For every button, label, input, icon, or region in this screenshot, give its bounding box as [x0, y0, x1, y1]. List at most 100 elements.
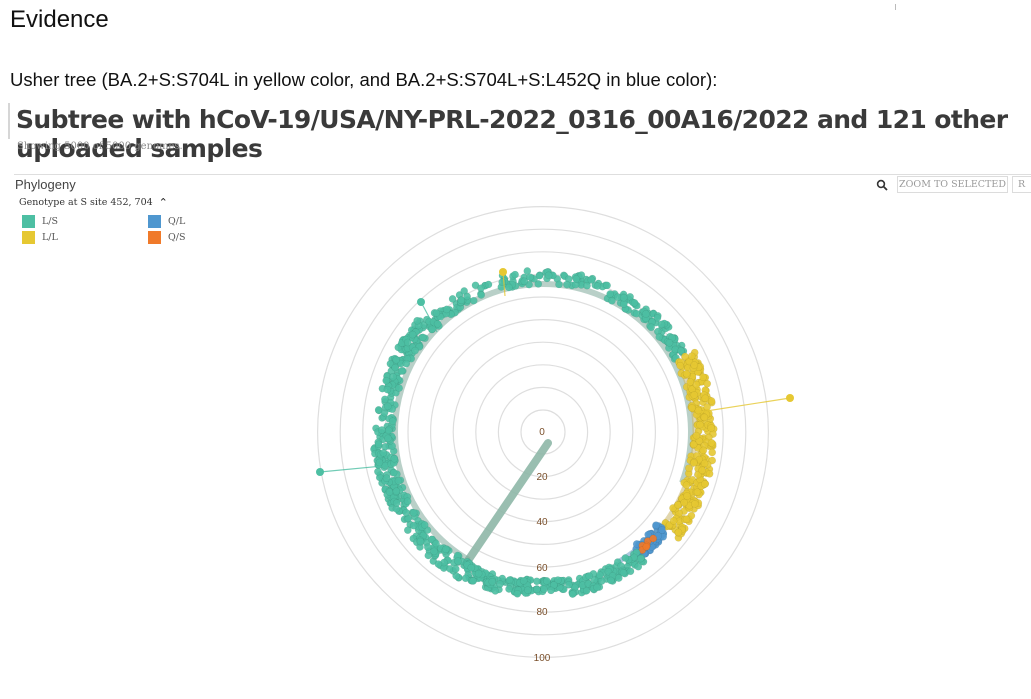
tip-node — [674, 528, 683, 537]
tip-node — [655, 333, 664, 341]
tip-node — [496, 580, 504, 588]
tip-node — [474, 569, 483, 578]
tip-node — [403, 497, 412, 506]
tip-node — [395, 384, 403, 392]
tip-node — [384, 426, 393, 435]
outlier-branch — [699, 397, 791, 413]
legend-item-q-l[interactable]: Q/L — [148, 215, 185, 228]
tip-node — [379, 449, 388, 457]
outlier-tip — [316, 468, 324, 476]
tip-node — [432, 539, 440, 548]
legend-item-l-l[interactable]: L/L — [22, 231, 58, 244]
tip-node — [595, 571, 604, 579]
tip-node — [389, 372, 397, 381]
tip-node — [682, 515, 691, 524]
tip-node — [408, 330, 417, 339]
tip-node — [467, 563, 476, 572]
zoom-to-selected-button[interactable]: ZOOM TO SELECTED — [897, 176, 1008, 193]
tip-node — [391, 363, 400, 372]
tip-node — [690, 500, 699, 508]
legend-swatch — [148, 215, 161, 228]
tip-node — [535, 271, 544, 280]
tip-node — [614, 574, 623, 582]
inner-arc-yellow — [648, 354, 698, 542]
tip-node — [381, 395, 389, 404]
search-button[interactable] — [871, 176, 893, 193]
tip-node — [647, 323, 656, 332]
outlier-branch — [420, 301, 438, 333]
tip-node — [433, 319, 442, 328]
phylogeny-title: Phylogeny — [15, 177, 76, 192]
color-by-selector[interactable]: Genotype at S site 452, 704 ⌃ — [19, 197, 168, 208]
tip-node — [634, 562, 643, 571]
tip-node — [505, 283, 513, 292]
tip-node — [420, 521, 429, 529]
tip-node — [642, 310, 650, 318]
tip-node — [603, 281, 611, 290]
tip-node — [526, 273, 534, 282]
tip-node — [532, 585, 541, 594]
tip-node — [385, 488, 394, 496]
axis-tick-label: 0 — [539, 427, 545, 438]
tip-node — [692, 431, 701, 440]
legend-item-l-s[interactable]: L/S — [22, 215, 58, 228]
tip-node — [463, 292, 471, 301]
tip-node — [383, 385, 392, 394]
color-by-label: Genotype at S site 452, 704 — [19, 197, 153, 208]
tip-node — [520, 277, 529, 286]
tip-node — [505, 576, 514, 584]
legend-item-q-s[interactable]: Q/S — [148, 231, 186, 244]
tip-node — [424, 551, 433, 560]
axis-tick-label: 100 — [534, 653, 551, 664]
tip-node — [619, 568, 628, 577]
tip-node — [696, 420, 704, 429]
tip-node — [374, 467, 382, 476]
outlier-tip — [786, 394, 794, 402]
tip-node — [411, 346, 419, 355]
tip-node — [583, 281, 591, 290]
tip-node — [577, 271, 586, 279]
tip-node — [416, 537, 425, 546]
tip-node — [555, 280, 563, 289]
tip-node — [505, 585, 513, 593]
chevron-up-icon[interactable]: ⌃ — [158, 196, 168, 209]
tip-node — [534, 280, 543, 288]
grid-circle — [317, 206, 769, 658]
legend-swatch — [22, 231, 35, 244]
tip-node — [606, 576, 615, 585]
tip-node — [390, 454, 399, 463]
tip-node — [389, 468, 398, 477]
grid-circle — [475, 364, 611, 500]
tip-node — [382, 474, 391, 483]
tip-node — [700, 413, 709, 422]
tip-node — [409, 521, 418, 530]
tip-node — [403, 338, 412, 347]
tip-node — [484, 280, 493, 289]
tip-node — [392, 499, 401, 507]
tip-node — [403, 526, 412, 535]
tip-node — [477, 291, 486, 299]
tip-node — [705, 469, 714, 478]
tree-caption: Usher tree (BA.2+S:S704L in yellow color… — [10, 69, 718, 90]
tip-node — [523, 267, 532, 275]
tip-node — [383, 402, 392, 411]
tip-node — [442, 305, 451, 314]
axis-tick-label: 80 — [536, 607, 548, 618]
tip-node — [547, 586, 555, 595]
tip-node — [690, 391, 699, 399]
tip-node — [374, 440, 383, 449]
tip-node — [375, 458, 384, 467]
tip-node — [698, 466, 707, 475]
tip-node — [384, 434, 392, 443]
tip-node — [694, 406, 703, 415]
tip-node — [682, 369, 691, 378]
tip-node — [488, 577, 497, 586]
trunk-branch — [463, 439, 552, 566]
tip-node — [540, 585, 548, 594]
tip-node — [402, 508, 411, 517]
reset-button[interactable]: R — [1012, 176, 1031, 193]
tip-node — [707, 424, 716, 432]
tip-node — [563, 280, 571, 289]
tip-node — [554, 576, 562, 584]
